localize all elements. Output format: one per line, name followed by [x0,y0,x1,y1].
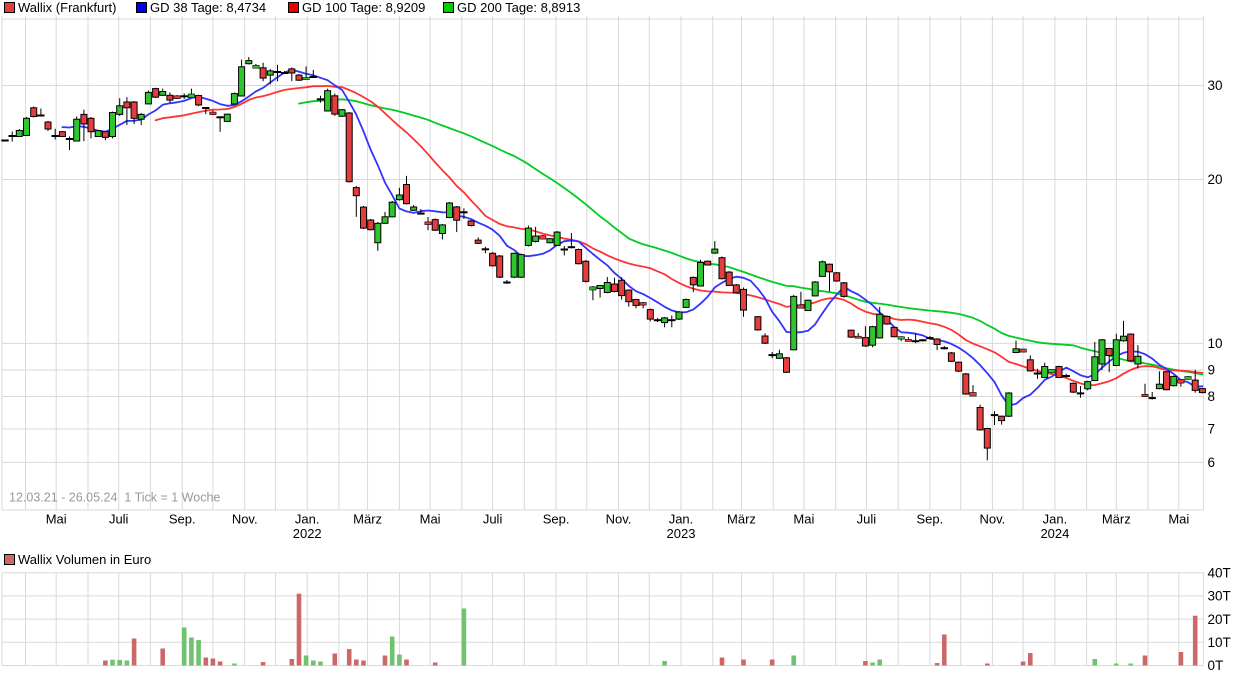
svg-text:20T: 20T [1208,612,1231,627]
svg-text:Jan.: Jan. [1043,512,1068,527]
svg-text:Jan.: Jan. [295,512,320,527]
svg-text:8: 8 [1208,389,1216,404]
svg-text:9: 9 [1208,363,1216,378]
svg-text:20: 20 [1208,172,1223,187]
svg-text:GD 100 Tage: 8,9209: GD 100 Tage: 8,9209 [302,0,425,15]
svg-text:2024: 2024 [1040,526,1069,541]
svg-text:2022: 2022 [293,526,322,541]
svg-text:Wallix (Frankfurt): Wallix (Frankfurt) [18,0,116,15]
svg-text:Nov.: Nov. [606,512,632,527]
svg-text:10T: 10T [1208,635,1231,650]
svg-text:Juli: Juli [109,512,129,527]
svg-text:Mai: Mai [793,512,814,527]
svg-text:6: 6 [1208,455,1216,470]
svg-text:30T: 30T [1208,589,1231,604]
svg-text:Juli: Juli [483,512,503,527]
svg-text:Sep.: Sep. [169,512,196,527]
svg-text:GD 38 Tage: 8,4734: GD 38 Tage: 8,4734 [150,0,266,15]
svg-text:Nov.: Nov. [232,512,258,527]
svg-text:7: 7 [1208,422,1216,437]
svg-text:Mai: Mai [46,512,67,527]
svg-text:März: März [1102,512,1131,527]
svg-text:12.03.21 - 26.05.24 1 Tick =: 12.03.21 - 26.05.24 1 Tick = 1 Woche [9,491,220,505]
svg-text:Jan.: Jan. [669,512,694,527]
svg-text:0T: 0T [1208,658,1224,673]
svg-text:Mai: Mai [420,512,441,527]
svg-text:Sep.: Sep. [917,512,944,527]
svg-text:Wallix Volumen in Euro: Wallix Volumen in Euro [18,552,151,567]
svg-text:GD 200 Tage: 8,8913: GD 200 Tage: 8,8913 [457,0,580,15]
svg-text:Mai: Mai [1168,512,1189,527]
svg-text:Nov.: Nov. [980,512,1006,527]
svg-text:Sep.: Sep. [543,512,570,527]
svg-text:Juli: Juli [857,512,877,527]
svg-text:März: März [727,512,756,527]
svg-text:40T: 40T [1208,565,1231,580]
svg-text:März: März [353,512,382,527]
svg-text:2023: 2023 [667,526,696,541]
svg-text:10: 10 [1208,336,1223,351]
svg-text:30: 30 [1208,78,1223,93]
